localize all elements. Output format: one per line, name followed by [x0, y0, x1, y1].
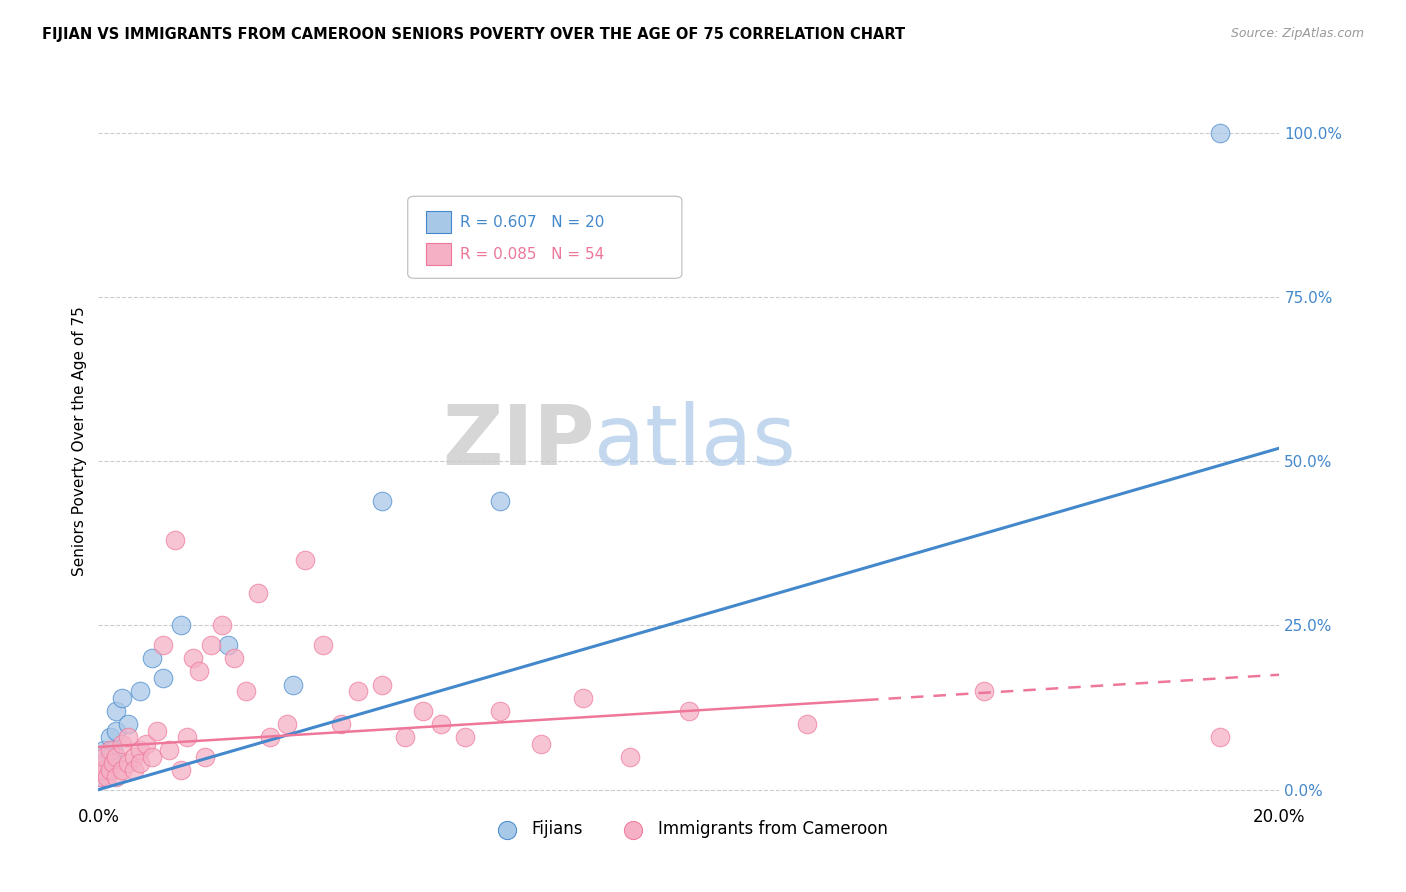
Text: atlas: atlas — [595, 401, 796, 482]
Text: Source: ZipAtlas.com: Source: ZipAtlas.com — [1230, 27, 1364, 40]
Point — [93, 756, 115, 771]
Point — [530, 737, 553, 751]
Point — [96, 770, 118, 784]
Point — [235, 684, 257, 698]
Point — [283, 677, 305, 691]
Point — [103, 743, 125, 757]
Point — [90, 770, 112, 784]
Point — [181, 651, 204, 665]
Point — [122, 749, 145, 764]
Point — [105, 749, 128, 764]
Point — [430, 717, 453, 731]
Text: R = 0.607   N = 20: R = 0.607 N = 20 — [460, 215, 605, 229]
Point — [91, 756, 114, 771]
Point — [211, 618, 233, 632]
Point — [157, 743, 180, 757]
Point — [259, 730, 281, 744]
Point — [117, 756, 139, 771]
Point — [453, 730, 475, 744]
Point — [105, 704, 128, 718]
Legend: Fijians, Immigrants from Cameroon: Fijians, Immigrants from Cameroon — [484, 814, 894, 845]
Point — [152, 671, 174, 685]
Point — [329, 717, 352, 731]
Point — [128, 743, 150, 757]
Point — [93, 743, 115, 757]
Point — [276, 717, 298, 731]
Point — [98, 743, 121, 757]
Point — [678, 704, 700, 718]
Point — [105, 770, 128, 784]
Point — [152, 638, 174, 652]
Point — [347, 684, 370, 698]
Point — [117, 730, 139, 744]
Point — [412, 704, 434, 718]
Point — [96, 763, 118, 777]
Point — [128, 684, 150, 698]
Point — [294, 553, 316, 567]
Point — [489, 704, 512, 718]
Point — [571, 690, 593, 705]
Point — [246, 585, 269, 599]
Point — [200, 638, 222, 652]
Point — [98, 749, 121, 764]
Point — [93, 749, 115, 764]
Point — [165, 533, 187, 547]
Point — [371, 677, 394, 691]
Point — [224, 651, 246, 665]
Point — [90, 770, 112, 784]
Point — [111, 737, 134, 751]
Point — [371, 493, 394, 508]
Point — [128, 756, 150, 771]
Point — [105, 723, 128, 738]
Text: FIJIAN VS IMMIGRANTS FROM CAMEROON SENIORS POVERTY OVER THE AGE OF 75 CORRELATIO: FIJIAN VS IMMIGRANTS FROM CAMEROON SENIO… — [42, 27, 905, 42]
Point — [98, 730, 121, 744]
Point — [170, 763, 193, 777]
Point — [141, 651, 163, 665]
Point — [973, 684, 995, 698]
Point — [1209, 126, 1232, 140]
Point — [146, 723, 169, 738]
Point — [394, 730, 416, 744]
Y-axis label: Seniors Poverty Over the Age of 75: Seniors Poverty Over the Age of 75 — [72, 307, 87, 576]
Point — [312, 638, 335, 652]
Point — [98, 763, 121, 777]
Text: R = 0.085   N = 54: R = 0.085 N = 54 — [460, 247, 605, 261]
Point — [122, 763, 145, 777]
Point — [117, 717, 139, 731]
Point — [619, 749, 641, 764]
Point — [194, 749, 217, 764]
Point — [1209, 730, 1232, 744]
Point — [489, 493, 512, 508]
Point — [170, 618, 193, 632]
Point — [187, 665, 209, 679]
Point — [111, 690, 134, 705]
Point — [111, 763, 134, 777]
Point — [217, 638, 239, 652]
Point — [103, 756, 125, 771]
Point — [176, 730, 198, 744]
Point — [89, 763, 111, 777]
Point — [141, 749, 163, 764]
Point — [135, 737, 157, 751]
Point — [93, 763, 115, 777]
Point — [796, 717, 818, 731]
Text: ZIP: ZIP — [441, 401, 595, 482]
